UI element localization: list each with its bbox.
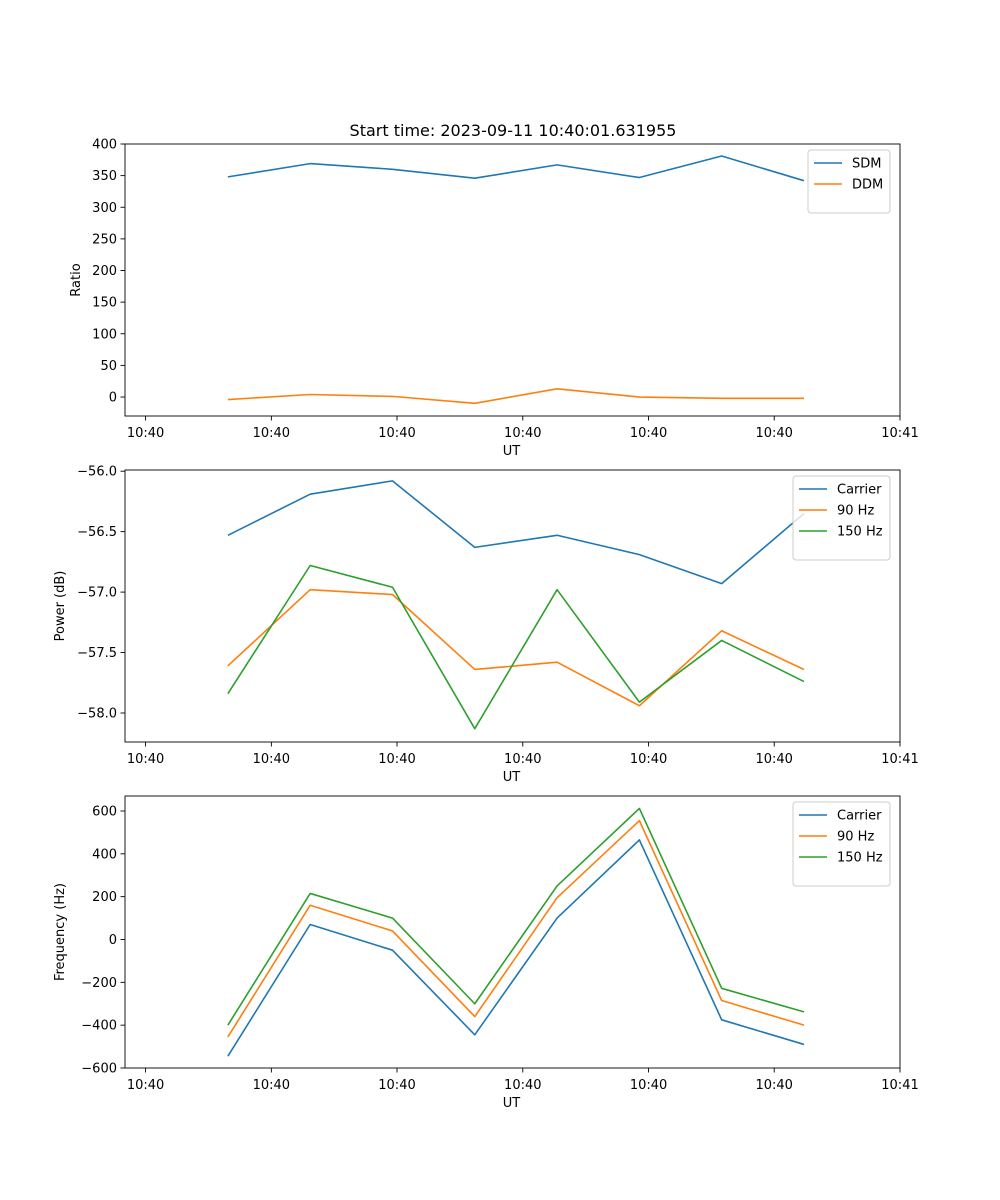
power-y-tick-label: −57.5 <box>77 646 117 661</box>
power-x-axis-label: UT <box>503 770 521 785</box>
ratio-series-line-ddm <box>227 387 804 405</box>
ratio-x-tick-label: 10:40 <box>755 426 792 441</box>
frequency-x-tick-label: 10:40 <box>378 1078 415 1093</box>
ratio-y-tick-label: 0 <box>109 391 117 406</box>
power-x-tick-label: 10:40 <box>504 752 541 767</box>
power-legend-box <box>792 475 891 561</box>
ratio-y-tick-label: 50 <box>100 359 117 374</box>
frequency-x-tick-label: 10:40 <box>504 1078 541 1093</box>
frequency-x-tick-label: 10:40 <box>127 1078 164 1093</box>
power-y-tick-label: −58.0 <box>77 706 117 721</box>
frequency-series-line-150-hz <box>227 807 805 1026</box>
frequency-y-tick-label: −200 <box>81 976 117 991</box>
frequency-legend-label: Carrier <box>837 809 882 824</box>
ratio-x-tick-label: 10:40 <box>253 426 290 441</box>
frequency-x-axis-label: UT <box>503 1096 521 1111</box>
frequency-y-tick-label: −600 <box>81 1062 117 1077</box>
frequency-legend-label: 90 Hz <box>837 830 874 845</box>
panel-ratio: 10:40 10:40 10:40 10:40 10:40 10:40 10:41 0 50 10… <box>69 138 919 460</box>
power-series-line-150-hz <box>227 564 805 730</box>
power-legend-label: 150 Hz <box>837 525 883 540</box>
power-y-tick-label: −56.5 <box>77 525 117 540</box>
ratio-y-tick-label: 350 <box>92 169 117 184</box>
ratio-y-tick-label: 200 <box>92 264 117 279</box>
ratio-legend-label: DDM <box>852 178 883 193</box>
frequency-x-tick-label: 10:40 <box>755 1078 792 1093</box>
frequency-legend-label: 150 Hz <box>837 851 883 866</box>
ratio-y-tick-label: 150 <box>92 296 117 311</box>
ratio-legend-box <box>807 149 891 214</box>
frequency-series-line-carrier <box>227 839 805 1057</box>
ratio-x-tick-label: 10:41 <box>881 426 918 441</box>
power-series-line-90-hz <box>227 588 805 707</box>
frequency-x-tick-label: 10:40 <box>253 1078 290 1093</box>
power-series-line-carrier <box>227 480 805 585</box>
frequency-y-tick-label: 400 <box>92 847 117 862</box>
panel-power: 10:40 10:40 10:40 10:40 10:40 10:40 10:41 −58.0… <box>53 465 919 785</box>
frequency-legend-box <box>792 801 891 887</box>
power-y-tick-label: −56.0 <box>77 465 117 480</box>
frequency-y-tick-label: 200 <box>92 890 117 905</box>
power-x-tick-label: 10:40 <box>630 752 667 767</box>
ratio-x-tick-label: 10:40 <box>127 426 164 441</box>
power-y-axis-label: Power (dB) <box>53 571 68 642</box>
ratio-y-tick-label: 250 <box>92 232 117 247</box>
ratio-x-tick-label: 10:40 <box>504 426 541 441</box>
ratio-x-axis-label: UT <box>503 444 521 459</box>
power-y-tick-label: −57.0 <box>77 586 117 601</box>
ratio-series-line-sdm <box>227 155 805 182</box>
ratio-y-tick-label: 300 <box>92 201 117 216</box>
frequency-y-tick-label: 0 <box>109 933 117 948</box>
power-axes-frame <box>124 469 901 743</box>
power-legend-label: 90 Hz <box>837 504 874 519</box>
ratio-y-axis-label: Ratio <box>69 263 84 296</box>
ratio-x-tick-label: 10:40 <box>378 426 415 441</box>
frequency-series-line-90-hz <box>227 819 805 1038</box>
ratio-legend-label: SDM <box>852 157 881 172</box>
panel-frequency: 10:40 10:40 10:40 10:40 10:40 10:40 10:41 −600 −… <box>53 795 919 1111</box>
frequency-y-tick-label: 600 <box>92 804 117 819</box>
ratio-axes-frame <box>124 143 901 417</box>
ratio-x-tick-label: 10:40 <box>630 426 667 441</box>
frequency-x-tick-label: 10:41 <box>881 1078 918 1093</box>
frequency-y-tick-label: −400 <box>81 1019 117 1034</box>
frequency-y-axis-label: Frequency (Hz) <box>53 883 68 981</box>
figure-title: Start time: 2023-09-11 10:40:01.631955 <box>350 121 677 140</box>
frequency-x-tick-label: 10:40 <box>630 1078 667 1093</box>
frequency-axes-frame <box>124 795 901 1069</box>
power-legend-label: Carrier <box>837 483 882 498</box>
ratio-y-tick-label: 400 <box>92 138 117 153</box>
power-x-tick-label: 10:40 <box>378 752 415 767</box>
power-x-tick-label: 10:40 <box>127 752 164 767</box>
power-x-tick-label: 10:40 <box>755 752 792 767</box>
ratio-y-tick-label: 100 <box>92 327 117 342</box>
power-x-tick-label: 10:40 <box>253 752 290 767</box>
power-x-tick-label: 10:41 <box>881 752 918 767</box>
